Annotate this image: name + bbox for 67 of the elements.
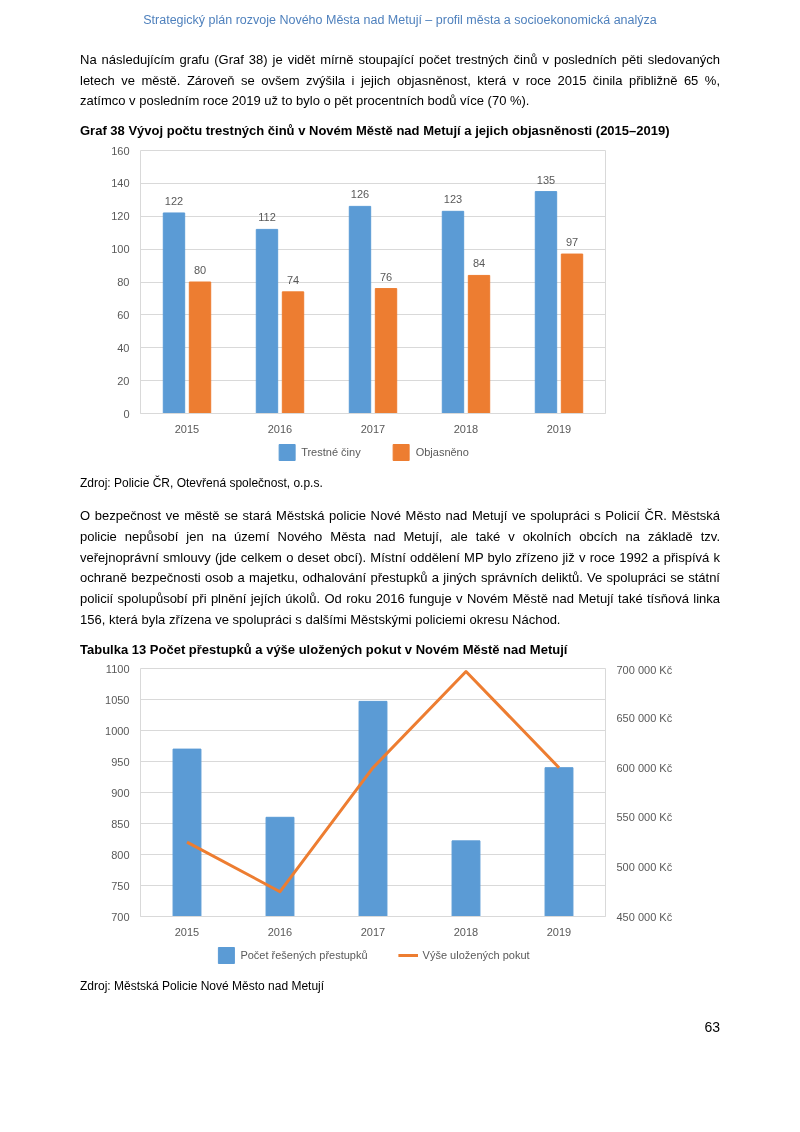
bar [281,291,305,414]
y-tick-label: 900 [111,786,130,799]
text: Zdroj: Policie ČR, Otevřená společnost, o.p.s. [80,474,323,492]
y-tick-label: 100 [111,242,130,255]
bar [162,212,186,414]
x-tick-label: 2016 [267,422,293,435]
data-label: 80 [193,263,207,276]
bar [441,210,465,414]
y-tick-label: 40 [117,341,130,354]
bar [560,253,584,414]
line-series [185,670,561,894]
data-label: 97 [565,235,579,248]
x-tick-label: 2017 [360,925,386,938]
y-tick-label: 1100 [105,662,130,675]
x-tick-label: 2019 [546,422,572,435]
data-label: 126 [350,188,370,201]
y-tick-label: 1050 [105,693,130,706]
y2-tick-label: 700 000 Kč [616,663,673,676]
y-tick-label: 750 [111,879,130,892]
y-tick-label: 60 [117,308,130,321]
y-tick-label: 950 [111,755,130,768]
y-tick-label: 80 [117,275,130,288]
x-tick-label: 2018 [453,925,479,938]
y2-tick-label: 600 000 Kč [616,761,673,774]
y-tick-label: 120 [111,210,130,223]
legend-label: Objasněno [415,445,469,458]
legend-label: Výše uložených pokut [422,949,530,962]
x-tick-label: 2015 [174,925,200,938]
bar [348,205,372,414]
bar [374,287,398,414]
x-tick-label: 2018 [453,422,479,435]
y-tick-label: 800 [111,848,130,861]
data-label: 112 [258,211,276,224]
y2-tick-label: 500 000 Kč [616,861,673,874]
y-tick-label: 0 [123,407,130,420]
data-label: 74 [286,273,300,286]
data-label: 123 [443,193,463,206]
y-tick-label: 160 [111,144,130,157]
y-tick-label: 850 [111,817,130,830]
x-tick-label: 2019 [546,925,572,938]
data-label: 76 [379,270,393,283]
bar [467,274,491,414]
bar [188,281,212,414]
y-tick-label: 700 [111,910,130,923]
bar [534,190,558,414]
data-label: 122 [164,194,184,207]
chart-title: Tabulka 13 Počet přestupků a výše uložených pokut v Novém Městě nad Metují [80,640,568,659]
text: Na následujícím grafu (Graf 38) je vidět mírně stoupající počet trestných činů v posledních pěti sledovaných letech ve městě. Zároveň se ovšem zvýšila i jejich objasněnost, která v roce 2015 činila přibližně 65 %, zatímco v posledním roce 2019 už to bylo o pět procentních bodů více (70 %). [80,50,720,111]
y2-tick-label: 450 000 Kč [616,910,673,923]
y-tick-label: 20 [117,374,130,387]
legend-label: Trestné činy [301,445,361,458]
x-tick-label: 2016 [267,925,293,938]
text: Strategický plán rozvoje Nového Města nad Metují – profil města a socioekonomická analýza [143,12,657,29]
x-tick-label: 2015 [174,422,200,435]
data-label: 84 [472,257,486,270]
text: 63 [704,1018,720,1038]
text: Zdroj: Městská Policie Nové Město nad Metují [80,978,325,996]
y-tick-label: 140 [111,177,130,190]
text: O bezpečnost ve městě se stará Městská policie Nové Město nad Metují ve spolupráci s Policií ČR. Městská policie nepůsobí jen na území Nového Města nad Metují, ale také v okolních obcích na základě tzv. veřejnoprávní smlouvy (jde celkem o deset obcí). Místní oddělení MP bylo zřízeno již v roce 1992 a přispívá k ochraně bezpečnosti osob a majetku, odhalování přestupků a jiných správních deliktů. Ve spolupráci se státní policií spolupůsobí při plnění jejích úkolů. Od roku 2016 funguje v Novém Městě nad Metují také tísňová linka 156, která byla zřízena ve spolupráci s dalšími Městskými policiemi okresu Náchod. [80,506,720,629]
y2-tick-label: 550 000 Kč [616,811,673,824]
legend-label: Počet řešených přestupků [240,949,368,962]
bar [255,228,279,414]
data-label: 135 [536,173,556,186]
chart-title: Graf 38 Vývoj počtu trestných činů v Novém Městě nad Metují a jejich objasněnosti (2015–2019) [80,122,670,141]
y2-tick-label: 650 000 Kč [616,712,673,725]
x-tick-label: 2017 [360,422,386,435]
y-tick-label: 1000 [105,724,130,737]
